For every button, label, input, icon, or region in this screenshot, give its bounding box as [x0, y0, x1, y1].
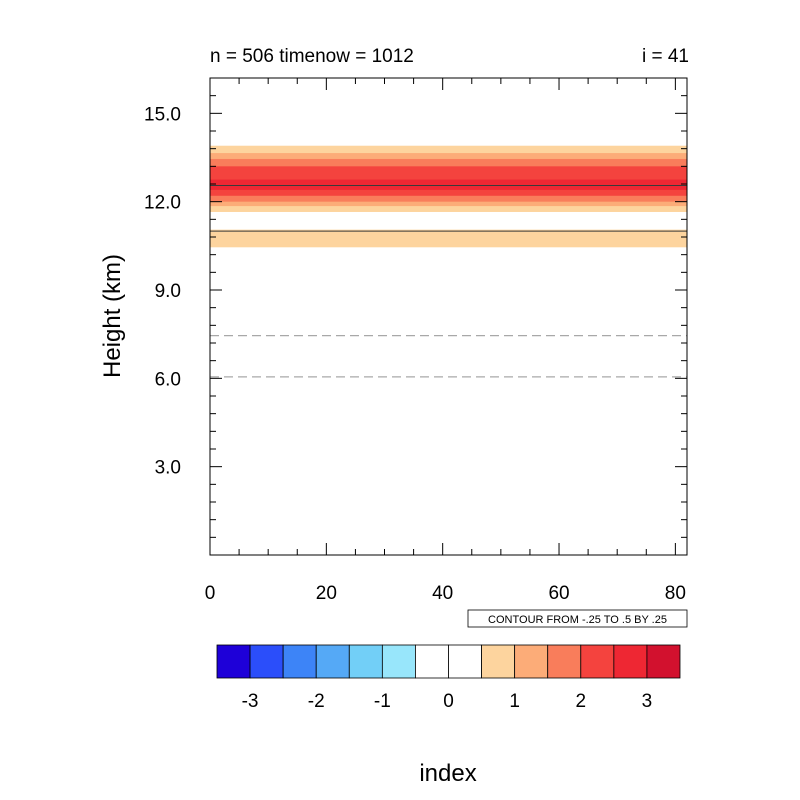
colorbar-tick-label: -2: [308, 691, 325, 712]
x-axis-label: index: [419, 760, 476, 787]
colorbar-tick-label: -3: [242, 691, 259, 712]
colorbar-tick-label: 0: [443, 691, 454, 712]
y-tick-label: 3.0: [155, 458, 181, 479]
x-tick-label: 80: [665, 583, 686, 604]
colorbar-labels: -3 -2 -1 0 1 2 3: [242, 691, 653, 712]
colorbar-swatch: [580, 644, 615, 679]
contour-info-box: [467, 609, 688, 628]
field-band-4: [210, 179, 687, 190]
title-left: n = 506 timenow = 1012: [210, 46, 414, 67]
colorbar-swatch: [613, 644, 648, 679]
colorbar-tick-label: 1: [509, 691, 520, 712]
colorbar-swatch: [348, 644, 383, 679]
y-tick-label: 9.0: [155, 281, 181, 302]
x-tick-label: 60: [548, 583, 569, 604]
colorbar-swatch: [448, 644, 482, 679]
axis-ticks: [209, 77, 687, 555]
y-tick-label: 15.0: [144, 104, 181, 125]
colorbar-swatch: [249, 644, 284, 679]
contour-info-text: CONTOUR FROM -.25 TO .5 BY .25: [488, 614, 667, 626]
colorbar-tick-label: 2: [575, 691, 586, 712]
colorbar: [216, 644, 681, 679]
colorbar-swatch: [315, 644, 350, 679]
colorbar-tick-label: -1: [374, 691, 391, 712]
contour-lines: [210, 184, 687, 378]
colorbar-swatch: [646, 644, 681, 679]
y-tick-label: 12.0: [144, 193, 181, 214]
colorbar-swatch: [547, 644, 582, 679]
y-tick-labels: 3.0 6.0 9.0 12.0 15.0: [144, 104, 181, 478]
colorbar-swatch: [216, 644, 251, 679]
x-tick-label: 0: [205, 583, 216, 604]
x-tick-label: 40: [432, 583, 453, 604]
field-bands: [210, 145, 687, 248]
colorbar-tick-label: 3: [642, 691, 653, 712]
field-band-5: [210, 229, 687, 248]
x-tick-labels: 0 20 40 60 80: [205, 583, 686, 604]
y-axis-label: Height (km): [99, 254, 126, 378]
y-tick-label: 6.0: [155, 369, 181, 390]
title-right: i = 41: [642, 46, 689, 67]
colorbar-swatch: [514, 644, 549, 679]
x-tick-label: 20: [316, 583, 337, 604]
plot-frame: [209, 77, 688, 556]
colorbar-swatch: [282, 644, 317, 679]
colorbar-swatch: [481, 644, 516, 679]
colorbar-swatch: [415, 644, 449, 679]
colorbar-swatch: [381, 644, 416, 679]
